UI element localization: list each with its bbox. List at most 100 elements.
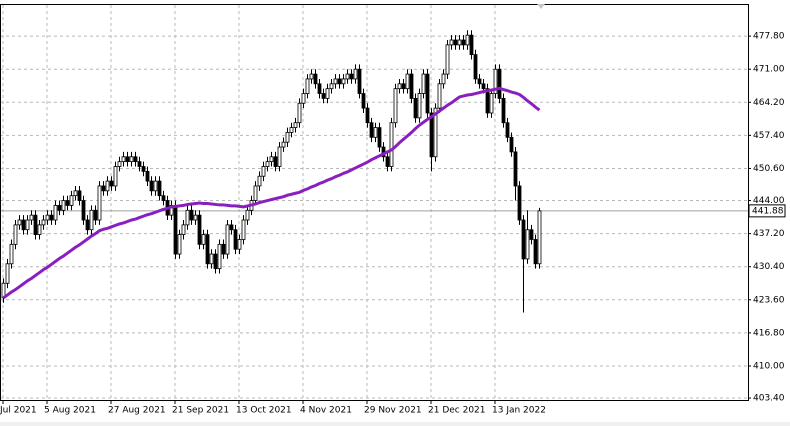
candle-body bbox=[349, 73, 354, 80]
y-tick-label: 403.40 bbox=[753, 394, 785, 404]
candle-body bbox=[469, 34, 474, 56]
candle-body bbox=[293, 122, 298, 128]
candle-body bbox=[25, 219, 30, 231]
candle-body bbox=[457, 39, 462, 46]
bottom-strip bbox=[0, 422, 790, 426]
candle-body bbox=[69, 195, 74, 206]
candle-body bbox=[409, 73, 414, 99]
candle-body bbox=[489, 93, 494, 114]
candle-body bbox=[533, 239, 538, 265]
candle-body bbox=[397, 83, 402, 90]
shift-marker bbox=[537, 4, 545, 9]
x-tick-label: 5 Aug 2021 bbox=[44, 406, 96, 416]
candle-body bbox=[261, 166, 266, 177]
candle-body bbox=[525, 229, 530, 260]
candle-body bbox=[33, 214, 38, 236]
candle-body bbox=[117, 161, 122, 167]
candle-body bbox=[361, 93, 366, 109]
candle-body bbox=[277, 146, 282, 167]
candle-body bbox=[41, 219, 46, 226]
candle-body bbox=[269, 156, 274, 163]
candle-body bbox=[317, 83, 322, 94]
candle-body bbox=[65, 200, 70, 206]
candle-body bbox=[181, 224, 186, 236]
candle-body bbox=[373, 127, 378, 138]
candle-body bbox=[413, 97, 418, 119]
candle-body bbox=[449, 39, 454, 46]
candle-body bbox=[241, 219, 246, 240]
candle-body bbox=[497, 68, 502, 99]
candle-body bbox=[333, 78, 338, 85]
candle-body bbox=[297, 102, 302, 124]
candle-body bbox=[501, 97, 506, 124]
candle-body bbox=[505, 122, 510, 138]
y-tick-label: 471.00 bbox=[753, 65, 785, 75]
candle-body bbox=[481, 83, 486, 90]
candle-body bbox=[537, 210, 542, 265]
candle-body bbox=[437, 83, 442, 109]
candle-body bbox=[281, 141, 286, 148]
candle-body bbox=[53, 205, 58, 221]
candle-body bbox=[93, 209, 98, 221]
candle-body bbox=[49, 214, 54, 221]
candle-body bbox=[5, 263, 10, 284]
candle-body bbox=[473, 54, 478, 80]
y-tick-label: 437.20 bbox=[753, 229, 785, 239]
candle-body bbox=[121, 156, 126, 163]
candle-body bbox=[417, 93, 422, 119]
candle-body bbox=[529, 229, 534, 240]
candle-body bbox=[193, 214, 198, 221]
candle-body bbox=[337, 78, 342, 85]
candle-body bbox=[369, 122, 374, 138]
candle-body bbox=[85, 219, 90, 231]
candle-body bbox=[313, 73, 318, 85]
candle-body bbox=[377, 127, 382, 148]
x-tick-label: 4 Nov 2021 bbox=[300, 406, 352, 416]
y-tick-label: 410.00 bbox=[753, 361, 785, 371]
candle-body bbox=[209, 253, 214, 265]
y-tick-label: 477.80 bbox=[753, 32, 785, 42]
candle-body bbox=[509, 136, 514, 153]
candle-body bbox=[17, 219, 22, 226]
labels-layer: 477.80 471.00 464.20 457.40 450.60 444.00 437.… bbox=[0, 32, 786, 416]
candle-body bbox=[9, 243, 14, 265]
candle-body bbox=[61, 200, 66, 211]
candle-body bbox=[521, 219, 526, 260]
candle-body bbox=[285, 132, 290, 143]
candle-body bbox=[105, 180, 110, 192]
y-tick-label: 450.60 bbox=[753, 164, 785, 174]
candle-body bbox=[149, 180, 154, 192]
x-tick-label: 21 Sep 2021 bbox=[172, 406, 229, 416]
candle-body bbox=[393, 88, 398, 124]
candle-body bbox=[137, 161, 142, 167]
price-label: 441.88 bbox=[752, 206, 784, 216]
candle-body bbox=[129, 156, 134, 163]
candle-body bbox=[29, 214, 34, 221]
candle-body bbox=[441, 73, 446, 85]
candle-body bbox=[401, 83, 406, 90]
candle-body bbox=[301, 93, 306, 104]
candle-body bbox=[197, 214, 202, 245]
candle-body bbox=[365, 107, 370, 124]
plot-frame bbox=[0, 4, 749, 401]
candle-body bbox=[465, 34, 470, 46]
candle-body bbox=[109, 180, 114, 187]
candle-body bbox=[245, 209, 250, 221]
candle-body bbox=[517, 185, 522, 221]
candle-body bbox=[405, 73, 410, 90]
candle-body bbox=[201, 234, 206, 245]
moving-average bbox=[2, 86, 541, 300]
candle-body bbox=[253, 185, 258, 201]
candle-body bbox=[433, 107, 438, 158]
candle-body bbox=[385, 156, 390, 167]
candle-body bbox=[429, 112, 434, 158]
candle-body bbox=[157, 180, 162, 197]
candle-body bbox=[113, 166, 118, 187]
candle-body bbox=[257, 175, 262, 187]
candle-body bbox=[325, 88, 330, 99]
candle-body bbox=[57, 205, 62, 211]
candle-body bbox=[97, 185, 102, 221]
